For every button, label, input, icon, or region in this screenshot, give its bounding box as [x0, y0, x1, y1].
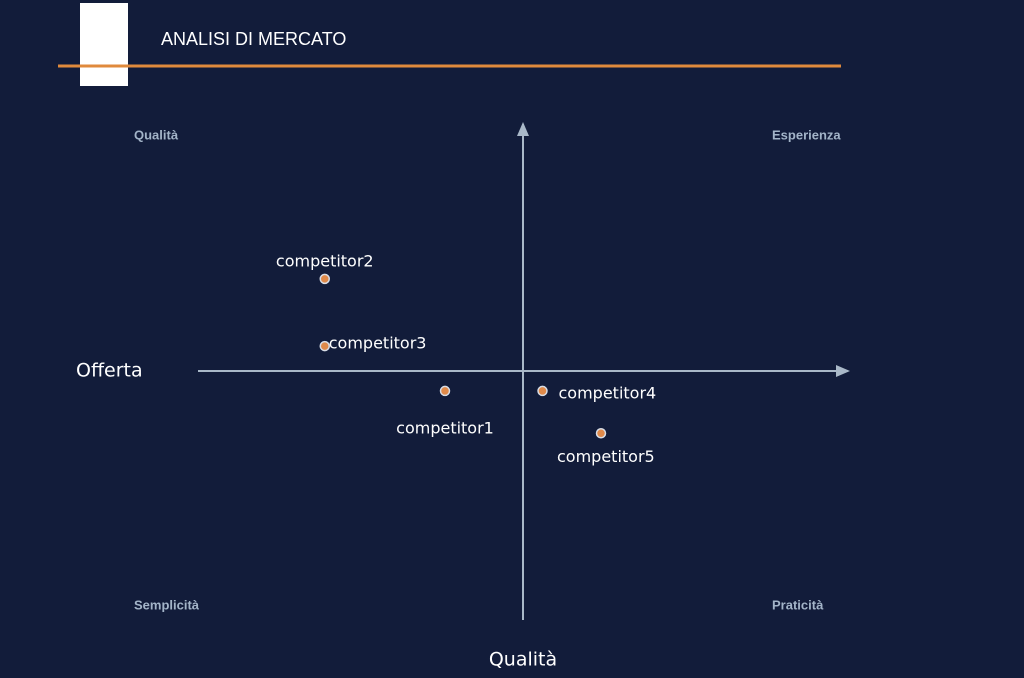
x-axis-label: Offerta: [76, 360, 143, 382]
quadrant-label: Praticità: [772, 597, 824, 612]
point-label: competitor1: [396, 418, 494, 437]
point-label: competitor4: [559, 383, 657, 402]
point-label: competitor5: [557, 447, 655, 466]
point: [537, 385, 548, 397]
y-axis-label: Qualità: [489, 649, 557, 671]
header-block: [80, 3, 128, 86]
quadrant-label: Esperienza: [772, 127, 841, 142]
quadrant-label: Qualità: [134, 127, 179, 142]
chart-title: ANALISI DI MERCATO: [161, 29, 346, 49]
point: [319, 273, 330, 285]
point: [595, 428, 607, 439]
point: [439, 385, 451, 397]
point-label: competitor3: [329, 334, 427, 353]
quadrant-label: Semplicità: [134, 597, 200, 612]
point-label: competitor2: [276, 251, 374, 270]
point: [319, 340, 330, 352]
